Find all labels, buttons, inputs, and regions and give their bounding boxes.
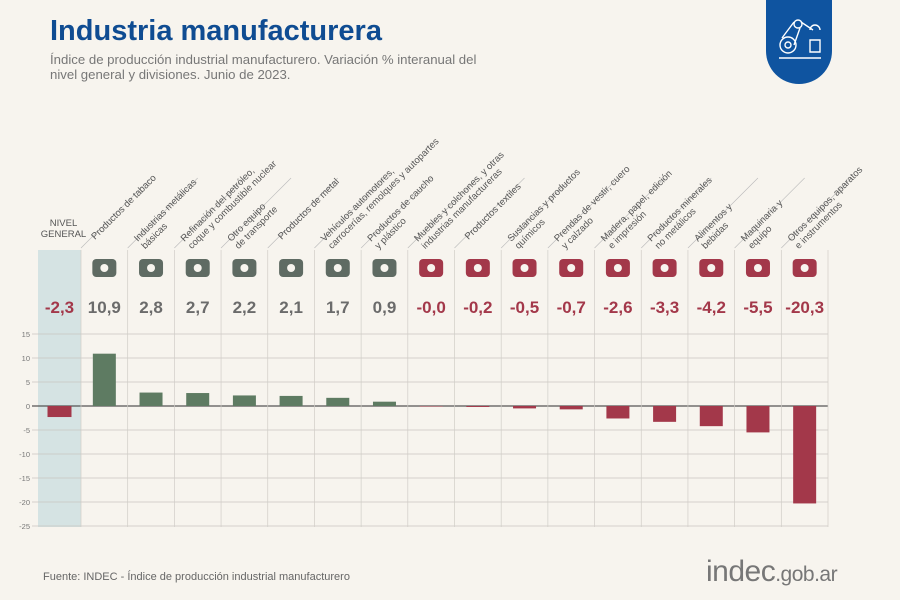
category-label: GENERAL: [41, 229, 86, 240]
bottle-icon: [699, 259, 724, 277]
bar-14: [699, 406, 723, 427]
value-label: -3,3: [650, 298, 679, 317]
bar-9: [466, 406, 490, 407]
value-label: -20,3: [785, 298, 824, 317]
motorcycle-icon: [232, 259, 257, 277]
car-icon: [325, 259, 350, 277]
bar-4: [232, 395, 256, 406]
logo-main: indec: [706, 555, 776, 588]
y-tick-label: -25: [19, 522, 30, 531]
value-label: 1,7: [326, 298, 350, 317]
value-label: -0,5: [510, 298, 539, 317]
bar-11: [559, 406, 583, 410]
bar-13: [653, 406, 677, 422]
paper-icon: [605, 259, 630, 277]
value-label: -5,5: [743, 298, 772, 317]
label-leader-line: [80, 177, 152, 249]
label-leader-line: [594, 177, 665, 249]
bar-2: [139, 392, 163, 406]
source-note: Fuente: INDEC - Índice de producción ind…: [43, 571, 350, 583]
label-leader-line: [734, 177, 805, 249]
y-tick-label: -20: [19, 498, 30, 507]
laptop-icon: [792, 259, 817, 277]
label-leader-line: [547, 177, 619, 249]
indec-logo[interactable]: indec.gob.ar: [706, 555, 838, 589]
refinery-icon: [185, 259, 210, 277]
value-label: 2,8: [139, 298, 163, 317]
bar-6: [326, 397, 350, 406]
value-label: -2,6: [603, 298, 632, 317]
flask-icon: [512, 259, 537, 277]
category-label: Alimentos ybebidas: [692, 201, 742, 251]
bar-8: [419, 406, 443, 407]
y-tick-label: 5: [26, 378, 30, 387]
y-tick-label: 15: [22, 330, 30, 339]
value-label: -0,2: [463, 298, 492, 317]
bar-1: [92, 353, 116, 406]
furniture-icon: [419, 259, 444, 277]
label-leader-line: [360, 177, 432, 249]
y-tick-label: -10: [19, 450, 30, 459]
label-leader-line: [267, 177, 338, 249]
bar-16: [793, 406, 817, 504]
label-leader-line: [687, 177, 759, 249]
cement-mixer-icon: [652, 259, 677, 277]
yarn-icon: [465, 259, 490, 277]
category-label: Otros equipos, aparatose instrumentos: [786, 164, 873, 251]
logo-suffix: .gob.ar: [775, 563, 838, 586]
robot-arm-icon: [766, 0, 832, 84]
sweater-icon: [559, 259, 584, 277]
label-leader-line: [641, 177, 712, 249]
value-label: 2,7: [186, 298, 210, 317]
bar-10: [513, 406, 537, 409]
label-leader-line: [174, 177, 245, 249]
bolt-icon: [279, 259, 304, 277]
value-label: 2,1: [279, 298, 303, 317]
label-leader-line: [500, 177, 572, 249]
y-tick-label: -5: [23, 426, 30, 435]
page-title: Industria manufacturera: [50, 15, 382, 47]
label-leader-line: [781, 177, 852, 249]
metal-coil-icon: [139, 259, 164, 277]
y-tick-label: 10: [22, 354, 30, 363]
tire-icon: [372, 259, 397, 277]
bar-12: [606, 406, 630, 419]
value-label: -4,2: [697, 298, 726, 317]
label-leader-line: [127, 177, 198, 249]
bar-3: [186, 393, 210, 406]
value-label: -0,0: [417, 298, 446, 317]
bar-5: [279, 395, 303, 406]
label-leader-line: [454, 177, 525, 249]
bar-15: [746, 406, 770, 433]
y-tick-label: 0: [26, 402, 30, 411]
value-label: -2,3: [45, 298, 74, 317]
value-label: 0,9: [373, 298, 397, 317]
value-label: 2,2: [233, 298, 257, 317]
bar-0: [47, 406, 72, 418]
category-label: NIVEL: [50, 218, 77, 229]
bar-7: [372, 401, 396, 406]
page-subtitle: Índice de producción industrial manufact…: [50, 52, 477, 82]
label-leader-line: [220, 177, 292, 249]
pipe-icon: [92, 259, 117, 277]
value-label: -0,7: [557, 298, 586, 317]
y-tick-label: -15: [19, 474, 30, 483]
label-leader-line: [407, 177, 479, 249]
tractor-icon: [745, 259, 770, 277]
value-label: 10,9: [88, 298, 121, 317]
category-label: Maquinaria yequipo: [739, 198, 793, 252]
label-leader-line: [314, 177, 385, 249]
highlight-band: [38, 250, 81, 527]
